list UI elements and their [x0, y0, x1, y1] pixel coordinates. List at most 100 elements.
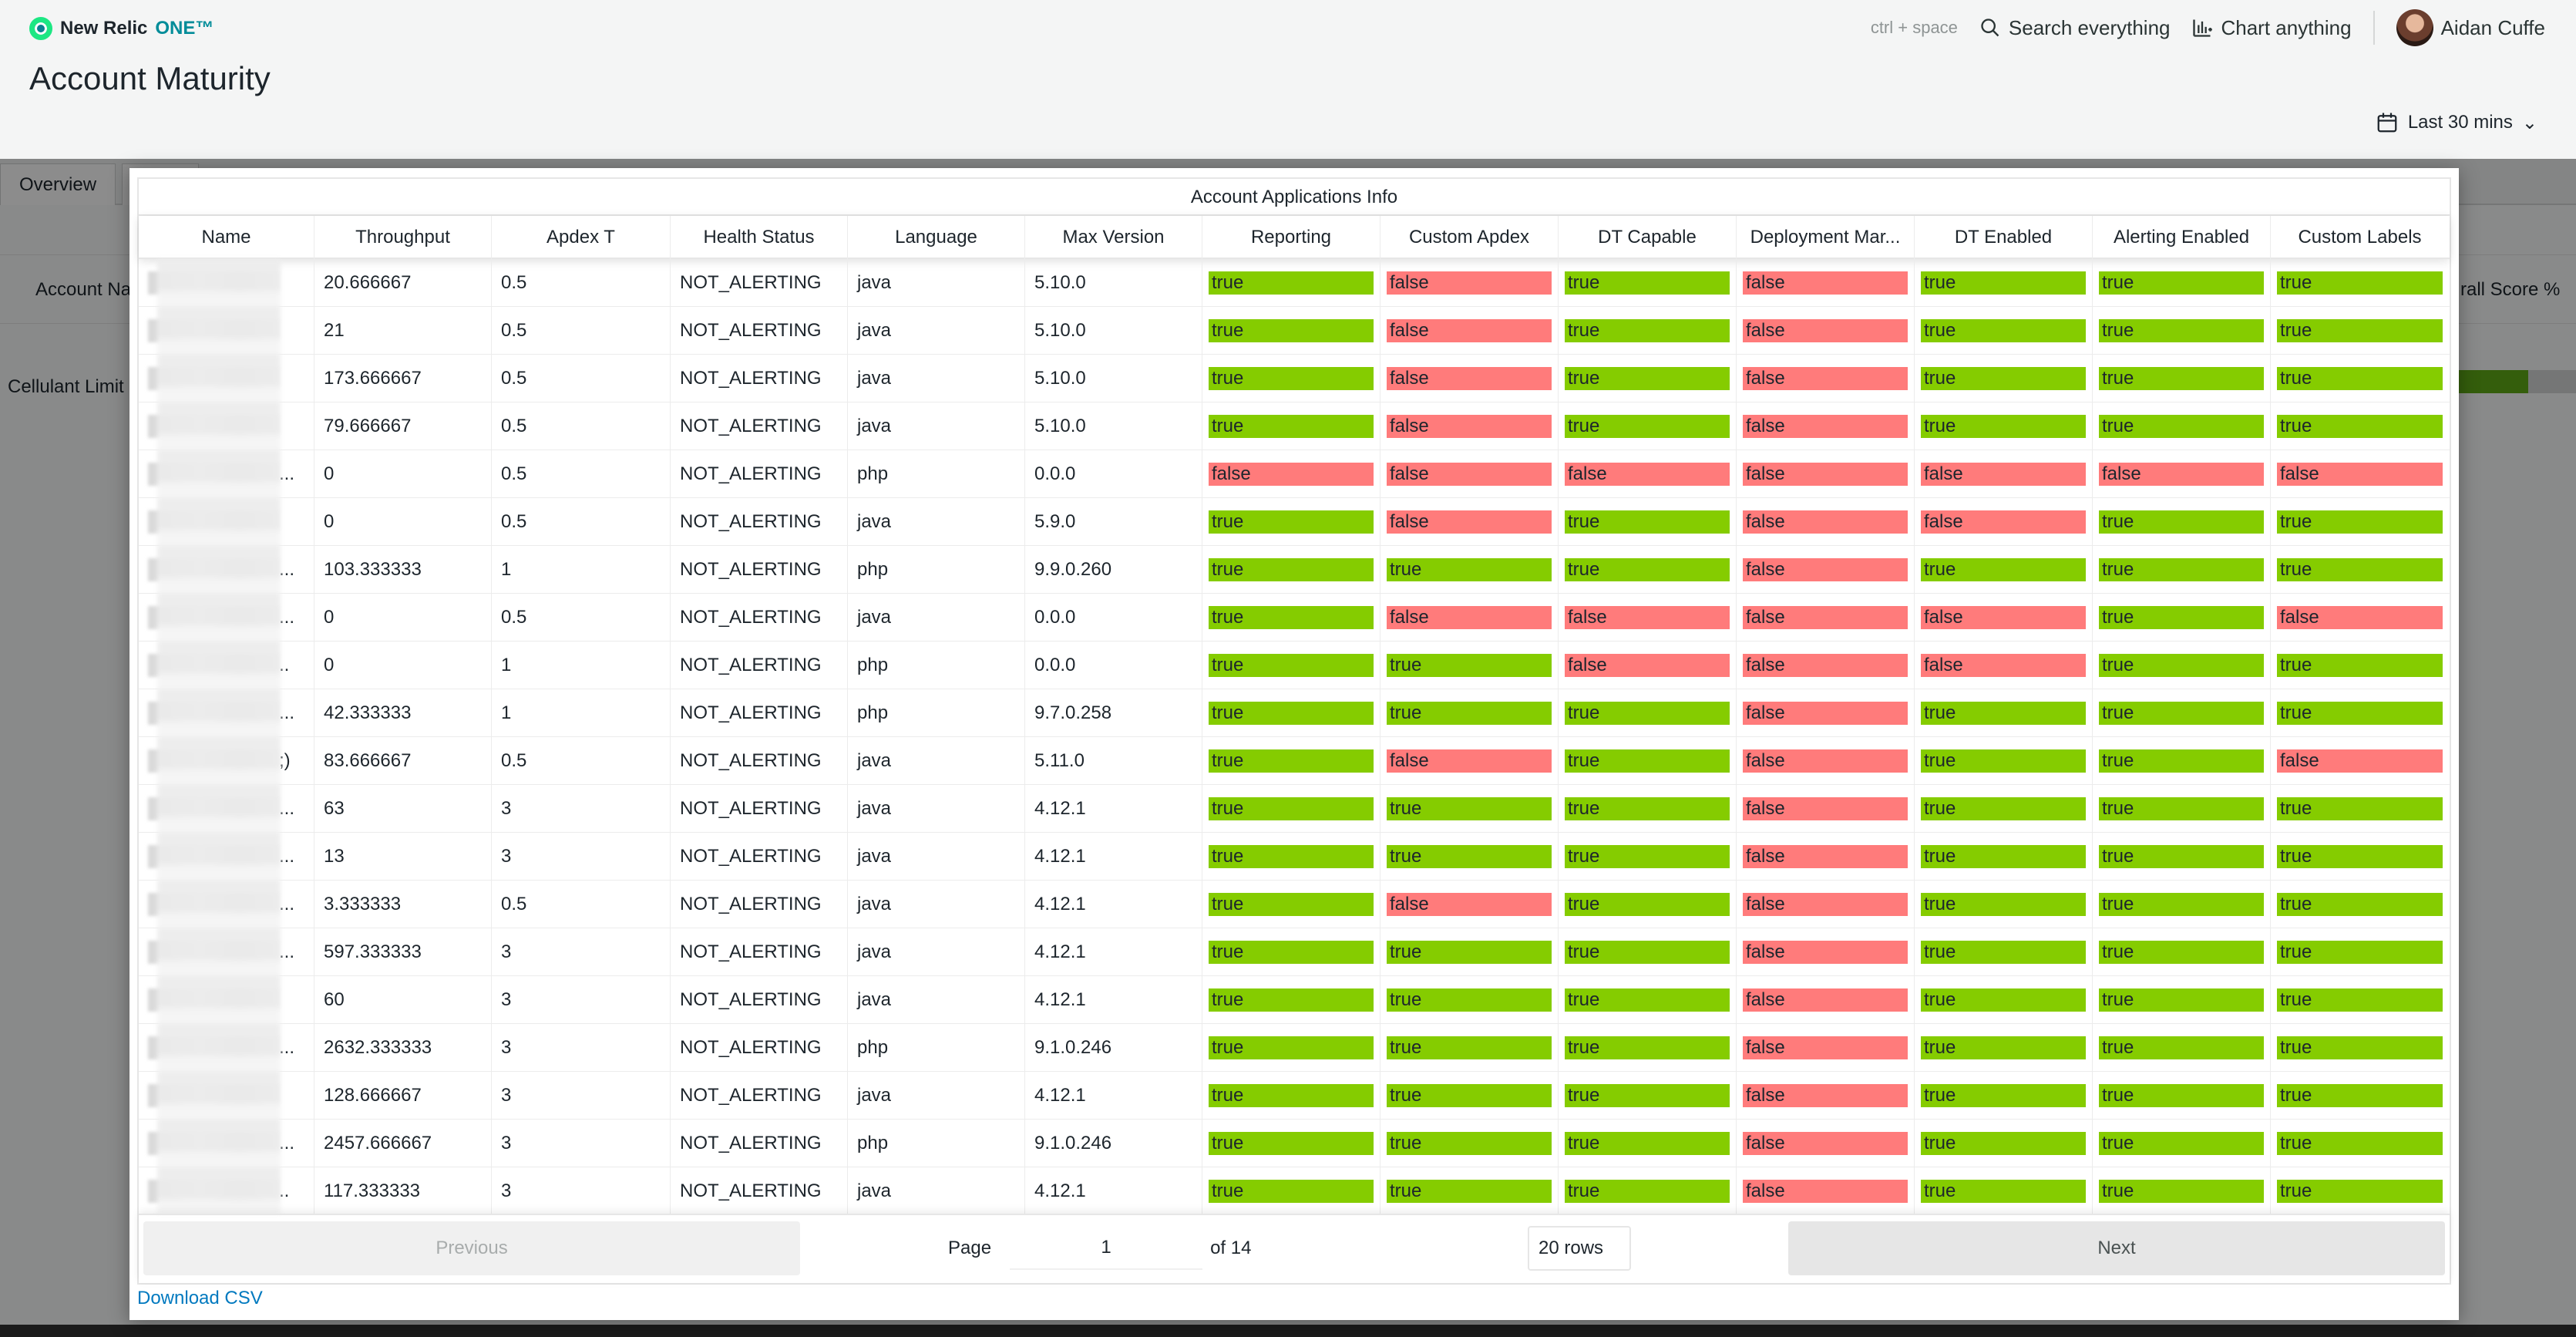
previous-button[interactable]: Previous — [143, 1221, 800, 1275]
search-everything-button[interactable]: Search everything — [1979, 16, 2170, 40]
status-badge-true: true — [1209, 1084, 1374, 1107]
column-header[interactable]: Alerting Enabled — [2093, 216, 2271, 259]
table-row[interactable]: ... 13 3 NOT_ALERTING java 4.12.1 true true true… — [139, 833, 2450, 881]
new-relic-logo[interactable]: New Relic ONE™ — [29, 15, 214, 42]
flag-cell: false — [1380, 450, 1559, 498]
chart-anything-button[interactable]: Chart anything — [2191, 16, 2352, 40]
status-badge-false: false — [1743, 463, 1908, 486]
column-header[interactable]: Custom Labels — [2298, 227, 2422, 248]
user-name: Aidan Cuffe — [2440, 15, 2545, 39]
column-header[interactable]: Name — [139, 216, 314, 259]
table-row[interactable]: 21 0.5 NOT_ALERTING java 5.10.0 true false true… — [139, 307, 2450, 355]
language-cell: java — [848, 355, 1025, 402]
version-cell: 4.12.1 — [1025, 881, 1202, 928]
apdex-cell: 0.5 — [492, 307, 671, 355]
language-cell: php — [848, 450, 1025, 498]
table-caption: Account Applications Info — [139, 179, 2450, 216]
status-badge-true: true — [2099, 271, 2264, 295]
table-row[interactable]: ... 42.333333 1 NOT_ALERTING php 9.7.0.258 tru… — [139, 689, 2450, 737]
table-row[interactable]: ... 0 0.5 NOT_ALERTING php 0.0.0 false false fal… — [139, 450, 2450, 498]
column-header[interactable]: Custom Apdex — [1380, 216, 1559, 259]
next-button[interactable]: Next — [1788, 1221, 2445, 1275]
health-cell: NOT_ALERTING — [671, 881, 848, 928]
status-badge-true: true — [1387, 1036, 1552, 1059]
table-row[interactable]: .. 0 1 NOT_ALERTING php 0.0.0 true true false fal… — [139, 642, 2450, 689]
version-cell: 4.12.1 — [1025, 976, 1202, 1024]
table-row[interactable]: ;) 83.666667 0.5 NOT_ALERTING java 5.11.0 true… — [139, 737, 2450, 785]
column-header[interactable]: Throughput — [314, 216, 492, 259]
rows-per-page-select[interactable]: 20 rows — [1528, 1226, 1631, 1271]
app-name-ellipsis: ... — [279, 941, 295, 962]
page-number-input[interactable] — [1010, 1227, 1203, 1270]
status-badge-true: true — [1921, 749, 2086, 773]
status-badge-true: true — [1565, 271, 1730, 295]
status-badge-true: true — [1209, 271, 1374, 295]
status-badge-true: true — [1921, 941, 2086, 964]
flag-cell: false — [1380, 355, 1559, 402]
flag-cell: true — [1559, 689, 1737, 737]
table-row[interactable]: ... 597.333333 3 NOT_ALERTING java 4.12.1 true… — [139, 928, 2450, 976]
throughput-cell: 21 — [314, 307, 492, 355]
table-row[interactable]: 60 3 NOT_ALERTING java 4.12.1 true true true fal… — [139, 976, 2450, 1024]
flag-cell: false — [1737, 402, 1915, 450]
table-row[interactable]: .. 117.333333 3 NOT_ALERTING java 4.12.1 true t… — [139, 1167, 2450, 1214]
flag-cell: false — [1737, 737, 1915, 785]
status-badge-true: true — [1209, 988, 1374, 1012]
table-row[interactable]: ... 0 0.5 NOT_ALERTING java 0.0.0 true false fal… — [139, 594, 2450, 642]
flag-cell: true — [1915, 546, 2093, 594]
table-row[interactable]: 173.666667 0.5 NOT_ALERTING java 5.10.0 true f… — [139, 355, 2450, 402]
status-badge-true: true — [2277, 367, 2443, 390]
column-header[interactable]: Health Status — [671, 216, 848, 259]
apdex-cell: 3 — [492, 785, 671, 833]
table-row[interactable]: 128.666667 3 NOT_ALERTING java 4.12.1 true tru… — [139, 1072, 2450, 1120]
flag-cell: true — [1915, 402, 2093, 450]
flag-cell: false — [1380, 259, 1559, 307]
page-indicator: Page of 14 — [948, 1221, 1251, 1275]
column-header[interactable]: DT Capable — [1559, 216, 1737, 259]
column-header[interactable]: Reporting — [1202, 216, 1380, 259]
language-cell: php — [848, 689, 1025, 737]
user-menu[interactable]: Aidan Cuffe — [2396, 9, 2545, 46]
download-csv-link[interactable]: Download CSV — [137, 1288, 263, 1308]
status-badge-true: true — [2099, 845, 2264, 868]
applications-modal: Account Applications Info Name Throughput… — [129, 168, 2459, 1320]
throughput-cell: 0 — [314, 594, 492, 642]
status-badge-true: true — [1387, 988, 1552, 1012]
top-right-actions: ctrl + space Search everything Chart any… — [1871, 9, 2545, 46]
status-badge-true: true — [1209, 941, 1374, 964]
status-badge-true: true — [2099, 941, 2264, 964]
table-row[interactable]: ... 103.333333 1 NOT_ALERTING php 9.9.0.260 tr… — [139, 546, 2450, 594]
column-header[interactable]: Language — [848, 216, 1025, 259]
table-row[interactable]: ... 3.333333 0.5 NOT_ALERTING java 4.12.1 true… — [139, 881, 2450, 928]
version-cell: 5.10.0 — [1025, 355, 1202, 402]
apdex-cell: 0.5 — [492, 402, 671, 450]
status-badge-true: true — [1921, 271, 2086, 295]
status-badge-false: false — [1743, 893, 1908, 916]
search-icon — [1981, 19, 1999, 37]
column-header[interactable]: DT Enabled — [1915, 216, 2093, 259]
table-row[interactable]: ... 63 3 NOT_ALERTING java 4.12.1 true true true… — [139, 785, 2450, 833]
flag-cell: false — [1380, 594, 1559, 642]
summary-table-row[interactable]: Cellulant Limit — [0, 359, 2576, 415]
app-name-ellipsis: ... — [279, 894, 295, 914]
time-picker[interactable]: Last 30 mins ⌄ — [2376, 111, 2537, 134]
flag-cell: true — [1202, 259, 1380, 307]
throughput-cell: 13 — [314, 833, 492, 881]
column-header[interactable]: Deployment Mar... — [1737, 216, 1915, 259]
column-header[interactable]: Apdex T — [492, 216, 671, 259]
flag-cell: true — [1915, 1072, 2093, 1120]
flag-cell: true — [1559, 1167, 1737, 1214]
language-cell: java — [848, 833, 1025, 881]
tab-overview[interactable]: Overview — [0, 163, 116, 205]
table-row[interactable]: 20.666667 0.5 NOT_ALERTING java 5.10.0 true fa… — [139, 259, 2450, 307]
table-row[interactable]: 0 0.5 NOT_ALERTING java 5.9.0 true false true fa… — [139, 498, 2450, 546]
flag-cell: false — [1737, 307, 1915, 355]
status-badge-true: true — [1387, 797, 1552, 820]
table-row[interactable]: 79.666667 0.5 NOT_ALERTING java 5.10.0 true fa… — [139, 402, 2450, 450]
table-row[interactable]: ... 2632.333333 3 NOT_ALERTING php 9.1.0.246 t… — [139, 1024, 2450, 1072]
flag-cell: false — [1380, 498, 1559, 546]
column-header[interactable]: Max Version — [1025, 216, 1202, 259]
table-row[interactable]: ... 2457.666667 3 NOT_ALERTING php 9.1.0.246 t… — [139, 1120, 2450, 1167]
new-relic-logo-icon — [29, 17, 52, 40]
status-badge-false: false — [1387, 367, 1552, 390]
